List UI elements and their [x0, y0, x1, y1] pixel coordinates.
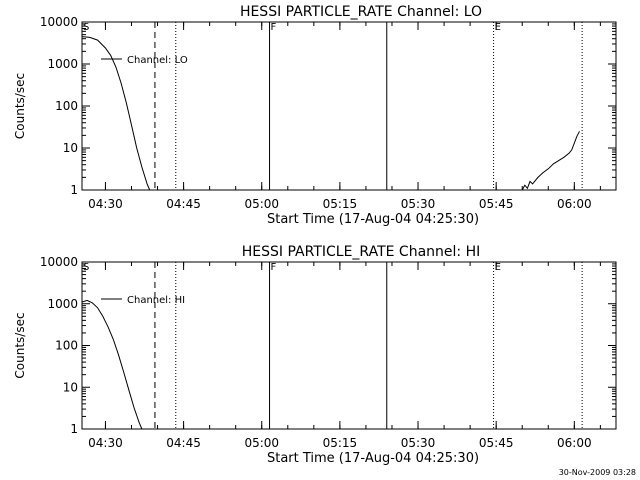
legend-label: Channel: LO — [127, 55, 188, 66]
event-marker-label: E — [495, 22, 501, 33]
y-tick-label: 100 — [55, 99, 78, 113]
y-tick-label: 1000 — [47, 57, 78, 71]
y-tick-label: 10 — [63, 380, 78, 394]
x-axis-label: Start Time (17-Aug-04 04:25:30) — [267, 451, 479, 466]
panel-lo: HESSI PARTICLE_RATE Channel: LO 04:30 04:4… — [13, 4, 617, 227]
event-marker-label: S — [83, 262, 89, 273]
x-tick-label: 04:30 — [88, 436, 123, 450]
x-tick-label: 05:00 — [244, 197, 279, 211]
x-tick-label: 04:45 — [166, 436, 201, 450]
y-axis-label: Counts/sec — [13, 73, 27, 139]
x-tick-label: 05:45 — [479, 197, 514, 211]
event-marker-label: F — [271, 22, 277, 33]
x-tick-label: 06:00 — [557, 436, 592, 450]
legend-label: Channel: HI — [127, 295, 185, 306]
x-tick-label: 05:45 — [479, 436, 514, 450]
y-tick-label: 10000 — [40, 15, 78, 29]
series-line — [521, 131, 580, 191]
x-tick-label: 05:00 — [244, 436, 279, 450]
y-axis-label: Counts/sec — [13, 312, 27, 378]
plot-frame — [81, 21, 617, 191]
y-tick-label: 1 — [70, 183, 78, 197]
x-tick-label: 05:15 — [323, 436, 358, 450]
chart-title: HESSI PARTICLE_RATE Channel: LO — [240, 4, 482, 20]
event-marker-label: S — [83, 22, 89, 33]
y-tick-label: 1000 — [47, 297, 78, 311]
y-tick-label: 10 — [63, 141, 78, 155]
event-marker-label: F — [271, 262, 277, 273]
x-axis-label: Start Time (17-Aug-04 04:25:30) — [267, 212, 479, 227]
x-tick-label: 04:45 — [166, 197, 201, 211]
plot-frame — [81, 261, 617, 430]
y-tick-label: 10000 — [40, 255, 78, 269]
x-tick-label: 06:00 — [557, 197, 592, 211]
y-tick-label: 100 — [55, 339, 78, 353]
footer-timestamp: 30-Nov-2009 03:28 — [559, 468, 636, 477]
chart-title: HESSI PARTICLE_RATE Channel: HI — [242, 244, 480, 260]
x-tick-label: 05:30 — [401, 436, 436, 450]
event-marker-label: E — [495, 262, 501, 273]
x-tick-label: 05:15 — [323, 197, 358, 211]
x-tick-label: 05:30 — [401, 197, 436, 211]
series-line — [81, 36, 151, 191]
panel-hi: HESSI PARTICLE_RATE Channel: HI 04:30 04:4… — [13, 244, 617, 466]
x-tick-label: 04:30 — [88, 197, 123, 211]
series-line — [81, 299, 143, 430]
y-tick-label: 1 — [70, 422, 78, 436]
